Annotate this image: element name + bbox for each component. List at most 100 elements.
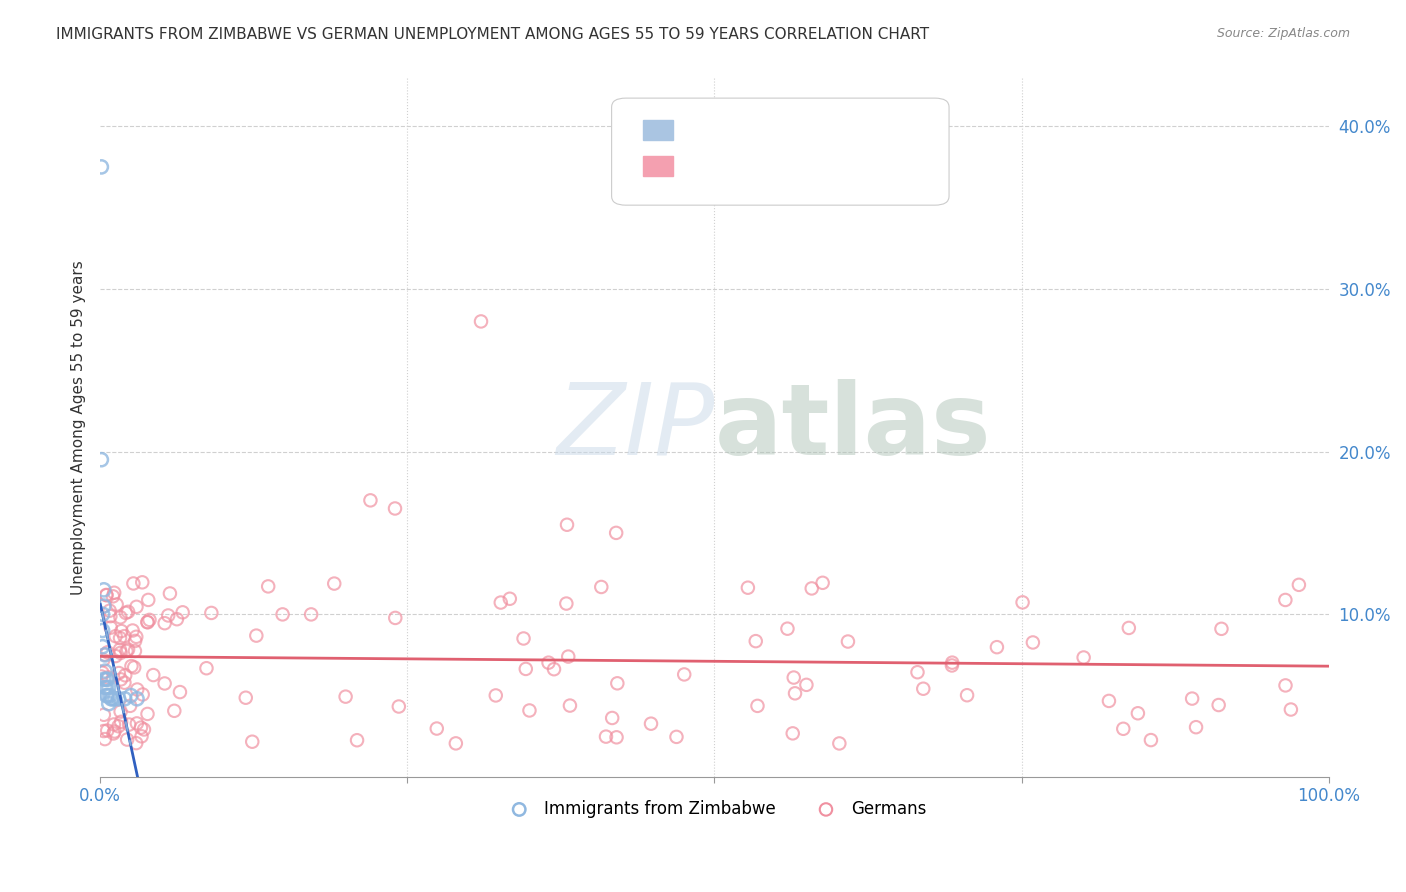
Point <box>136 615 159 629</box>
Point <box>1274 593 1296 607</box>
Point <box>1022 635 1045 649</box>
Point <box>91 653 114 667</box>
Point <box>91 665 114 680</box>
Point <box>125 716 148 731</box>
Point <box>131 575 153 590</box>
Point <box>103 717 125 731</box>
Point <box>127 682 149 697</box>
Point <box>96 673 118 687</box>
Point <box>93 724 115 739</box>
Point <box>101 590 124 604</box>
Point <box>104 649 127 664</box>
Point <box>470 314 492 328</box>
Point <box>512 632 534 646</box>
Point <box>108 642 131 657</box>
Point <box>115 732 138 747</box>
Point <box>91 607 114 622</box>
Point <box>159 586 181 600</box>
Point <box>591 580 613 594</box>
Point <box>117 642 139 657</box>
Point <box>94 681 117 695</box>
Point <box>129 721 152 735</box>
Point <box>131 730 153 744</box>
Point <box>125 691 148 706</box>
Point <box>384 611 406 625</box>
Point <box>956 688 979 702</box>
Legend: Immigrants from Zimbabwe, Germans: Immigrants from Zimbabwe, Germans <box>496 793 934 824</box>
Point <box>172 605 194 619</box>
Point <box>515 662 537 676</box>
Point <box>1185 720 1208 734</box>
Point <box>1211 622 1233 636</box>
Point <box>489 596 512 610</box>
Point <box>271 607 294 622</box>
Point <box>543 662 565 676</box>
Point <box>1181 691 1204 706</box>
Point <box>665 730 688 744</box>
Point <box>557 649 579 664</box>
Point <box>606 731 628 745</box>
Point <box>1274 678 1296 692</box>
Point <box>120 698 142 713</box>
Point <box>94 732 117 747</box>
Point <box>673 667 696 681</box>
Point <box>235 690 257 705</box>
Point <box>912 681 935 696</box>
Point <box>606 676 628 690</box>
Point <box>558 698 581 713</box>
Point <box>96 689 118 703</box>
Text: N =: N = <box>790 120 827 138</box>
Point <box>1208 698 1230 712</box>
Point <box>93 707 115 722</box>
Point <box>195 661 218 675</box>
Text: 0.199: 0.199 <box>727 120 775 138</box>
Point <box>537 656 560 670</box>
Point <box>299 607 322 622</box>
Point <box>388 699 411 714</box>
Point <box>1112 722 1135 736</box>
Point <box>94 648 117 662</box>
Point <box>122 576 145 591</box>
Point <box>112 629 135 643</box>
Point <box>1126 706 1149 721</box>
Point <box>117 605 139 619</box>
Point <box>240 735 263 749</box>
Point <box>131 688 153 702</box>
Point <box>142 668 165 682</box>
Point <box>166 612 188 626</box>
Point <box>485 689 508 703</box>
Point <box>96 588 118 602</box>
Point <box>118 717 141 731</box>
Point <box>1098 694 1121 708</box>
Point <box>104 629 127 643</box>
Text: N =: N = <box>790 156 827 174</box>
Point <box>103 726 125 740</box>
Point <box>100 621 122 635</box>
Point <box>114 668 136 682</box>
Text: 146: 146 <box>832 156 863 174</box>
Point <box>125 599 148 614</box>
Point <box>941 656 963 670</box>
Text: ZIP: ZIP <box>557 378 714 475</box>
Point <box>96 645 118 659</box>
Point <box>747 698 769 713</box>
Point <box>346 733 368 747</box>
Point <box>103 724 125 739</box>
Point <box>737 581 759 595</box>
Point <box>257 579 280 593</box>
Point <box>98 604 121 618</box>
Point <box>103 586 125 600</box>
Point <box>115 644 138 658</box>
Point <box>782 726 804 740</box>
Point <box>97 681 120 695</box>
Point <box>1118 621 1140 635</box>
Y-axis label: Unemployment Among Ages 55 to 59 years: Unemployment Among Ages 55 to 59 years <box>72 260 86 595</box>
Point <box>555 517 578 532</box>
Point <box>426 722 449 736</box>
Point <box>132 723 155 737</box>
Point <box>1288 578 1310 592</box>
Point <box>986 640 1008 655</box>
Point <box>1279 702 1302 716</box>
Point <box>136 706 159 721</box>
Point <box>110 714 132 729</box>
